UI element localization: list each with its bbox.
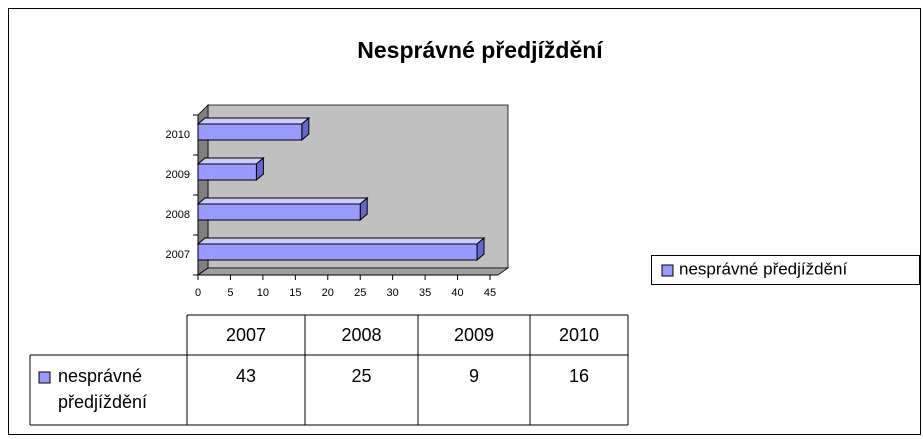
table-header: 2009 <box>454 325 494 345</box>
x-tick-label: 30 <box>387 287 399 299</box>
table-value: 16 <box>569 366 589 386</box>
y-tick-label: 2007 <box>166 249 190 261</box>
table-value: 25 <box>351 366 371 386</box>
bar-top <box>196 117 311 125</box>
bar <box>197 203 361 221</box>
chart-title: Nesprávné předjíždění <box>357 37 604 63</box>
legend-key <box>661 264 674 277</box>
x-tick-label: 0 <box>195 287 201 299</box>
bar-top <box>196 157 265 165</box>
y-tick-label: 2008 <box>166 209 190 221</box>
table-header: 2010 <box>559 325 599 345</box>
x-tick-label: 40 <box>451 287 463 299</box>
bar <box>197 243 478 261</box>
bar-top <box>196 197 369 205</box>
x-tick-label: 5 <box>227 287 233 299</box>
y-tick-label: 2010 <box>166 129 190 141</box>
x-tick-label: 10 <box>257 287 269 299</box>
table-legend-key <box>38 371 51 384</box>
floor <box>196 267 510 276</box>
legend-box <box>651 255 920 285</box>
y-tick-label: 2009 <box>166 169 190 181</box>
x-tick-label: 25 <box>354 287 366 299</box>
table-value: 43 <box>236 366 256 386</box>
table-row-label: nesprávné předjíždění <box>58 366 148 412</box>
table-header: 2007 <box>226 325 266 345</box>
x-tick-label: 45 <box>484 287 496 299</box>
x-tick-label: 35 <box>419 287 431 299</box>
table-value: 9 <box>469 366 479 386</box>
x-tick-label: 20 <box>322 287 334 299</box>
x-tick-label: 15 <box>289 287 301 299</box>
bar <box>197 163 257 181</box>
bar <box>197 123 303 141</box>
legend-label: nesprávné předjíždění <box>679 259 848 278</box>
bar-top <box>196 237 486 245</box>
table-header: 2008 <box>341 325 381 345</box>
